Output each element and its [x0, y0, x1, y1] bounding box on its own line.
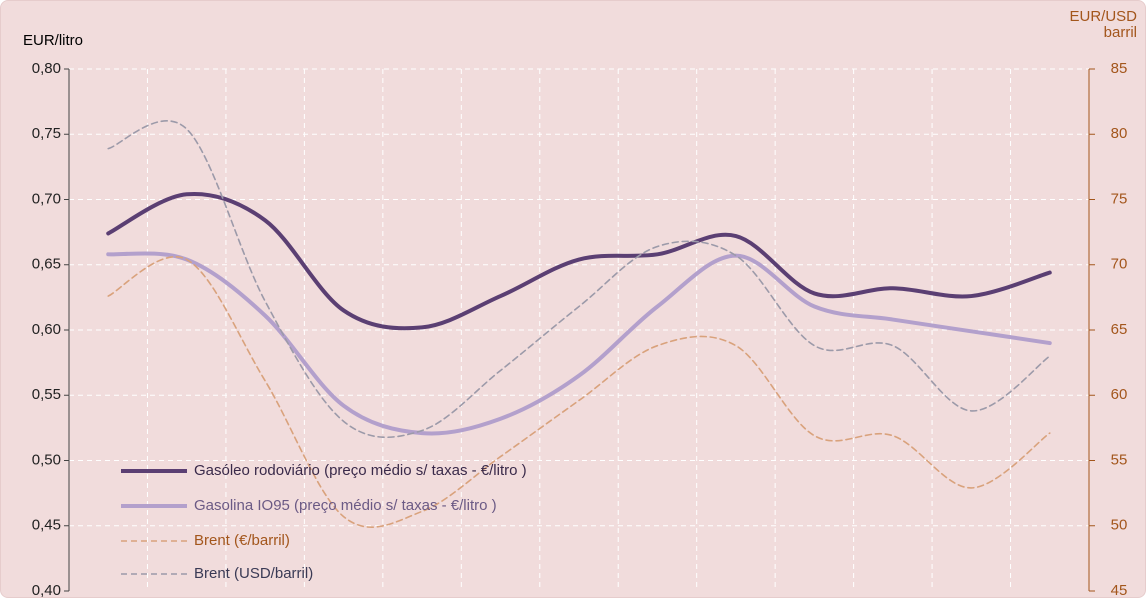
- y2-tick-label: 45: [1111, 582, 1128, 598]
- y-tick-label: 0,50: [32, 451, 61, 468]
- legend-label: Brent (USD/barril): [194, 565, 313, 582]
- y-tick-label: 0,80: [32, 60, 61, 77]
- y-tick-label: 0,75: [32, 125, 61, 142]
- legend-label: Brent (€/barril): [194, 532, 290, 549]
- series-line: [107, 120, 1051, 438]
- series-line: [107, 256, 1051, 528]
- y2-tick-label: 70: [1111, 256, 1128, 273]
- series-line: [106, 191, 1052, 331]
- y-tick-label: 0,65: [32, 256, 61, 273]
- y-axis-label: EUR/litro: [23, 32, 83, 49]
- y2-tick-label: 60: [1111, 386, 1128, 403]
- series-line: [106, 251, 1052, 436]
- y2-axis-label: EUR/USD barril: [1069, 8, 1137, 41]
- legend-label: Gasolina IO95 (preço médio s/ taxas - €/…: [194, 497, 497, 514]
- legend-label: Gasóleo rodoviário (preço médio s/ taxas…: [194, 462, 527, 479]
- y2-tick-label: 50: [1111, 517, 1128, 534]
- y-tick-label: 0,55: [32, 386, 61, 403]
- y-tick-label: 0,60: [32, 321, 61, 338]
- y2-tick-label: 65: [1111, 321, 1128, 338]
- y-tick-label: 0,70: [32, 190, 61, 207]
- y-tick-label: 0,40: [32, 582, 61, 598]
- y2-tick-label: 55: [1111, 451, 1128, 468]
- y2-tick-label: 80: [1111, 125, 1128, 142]
- y2-tick-label: 75: [1111, 190, 1128, 207]
- y-tick-label: 0,45: [32, 517, 61, 534]
- y2-tick-label: 85: [1111, 60, 1128, 77]
